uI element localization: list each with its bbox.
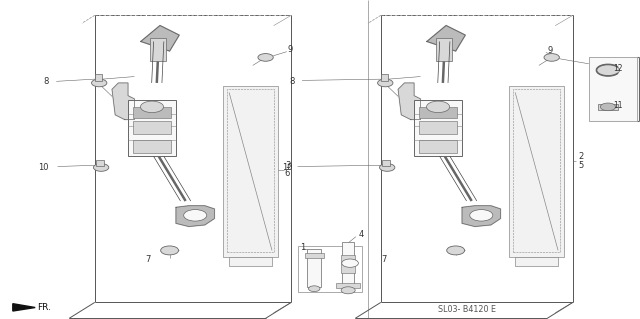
Bar: [341, 255, 355, 273]
Polygon shape: [141, 26, 179, 51]
Bar: [419, 107, 457, 118]
Circle shape: [600, 103, 616, 111]
Circle shape: [470, 210, 493, 221]
Circle shape: [427, 101, 449, 113]
Bar: [223, 86, 278, 257]
Text: 9: 9: [288, 45, 293, 54]
Text: 10: 10: [38, 163, 49, 172]
Bar: [298, 246, 362, 292]
Polygon shape: [13, 304, 35, 311]
Bar: [419, 140, 457, 153]
Polygon shape: [112, 83, 134, 120]
Bar: [128, 100, 176, 156]
Circle shape: [184, 210, 207, 221]
Bar: [381, 74, 388, 81]
Polygon shape: [176, 206, 214, 226]
Circle shape: [544, 54, 559, 61]
Circle shape: [93, 164, 109, 171]
Text: 7: 7: [146, 256, 151, 264]
Circle shape: [161, 246, 179, 255]
Circle shape: [308, 286, 320, 292]
Bar: [133, 140, 171, 153]
Bar: [133, 107, 171, 118]
Bar: [598, 104, 618, 110]
Polygon shape: [398, 83, 420, 120]
Bar: [96, 160, 104, 166]
Bar: [513, 89, 560, 252]
Bar: [589, 57, 637, 121]
Text: 11: 11: [613, 101, 623, 110]
Text: 4: 4: [358, 230, 364, 239]
Text: 7: 7: [381, 256, 387, 264]
Bar: [133, 121, 171, 134]
Text: 6: 6: [285, 169, 290, 178]
Bar: [419, 121, 457, 134]
Polygon shape: [462, 206, 500, 226]
Text: 8: 8: [289, 77, 294, 86]
Bar: [305, 253, 324, 258]
Bar: [307, 249, 321, 287]
Circle shape: [378, 79, 393, 87]
Text: 2: 2: [578, 152, 583, 161]
Bar: [227, 89, 274, 252]
Bar: [336, 283, 360, 288]
Text: 8: 8: [44, 77, 49, 86]
Circle shape: [447, 246, 465, 255]
Bar: [414, 100, 462, 156]
Bar: [229, 257, 272, 266]
Text: 10: 10: [282, 163, 292, 172]
Bar: [509, 86, 564, 257]
Text: FR.: FR.: [37, 303, 51, 312]
Text: 12: 12: [613, 64, 623, 73]
Circle shape: [141, 101, 164, 113]
Text: 9: 9: [547, 46, 552, 55]
Text: 5: 5: [578, 161, 583, 170]
Bar: [150, 38, 166, 61]
Polygon shape: [427, 26, 465, 51]
Text: 1: 1: [300, 243, 305, 252]
Circle shape: [341, 287, 355, 294]
Circle shape: [380, 164, 395, 171]
Bar: [95, 74, 102, 81]
Bar: [436, 38, 452, 61]
Text: 3: 3: [285, 161, 290, 170]
Circle shape: [596, 64, 620, 76]
Bar: [515, 257, 558, 266]
Circle shape: [92, 79, 107, 87]
Bar: [342, 242, 354, 287]
Bar: [382, 160, 390, 166]
Text: SL03- B4120 E: SL03- B4120 E: [438, 305, 496, 314]
Circle shape: [258, 54, 273, 61]
Circle shape: [342, 259, 358, 267]
